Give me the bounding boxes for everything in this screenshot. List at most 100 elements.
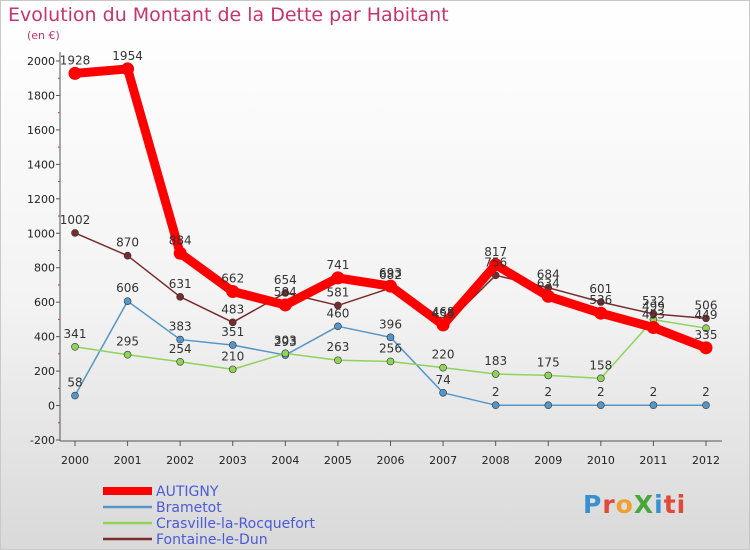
data-label: 584 [274, 285, 297, 299]
data-point [491, 401, 500, 410]
data-label: 693 [379, 266, 402, 280]
data-point [386, 333, 395, 342]
data-label: 817 [484, 245, 507, 259]
data-point [226, 285, 240, 299]
x-tick-label: 2012 [692, 454, 720, 467]
data-point [544, 371, 553, 380]
data-point [597, 401, 605, 410]
data-point [71, 391, 79, 400]
y-tick-label: 1000 [27, 227, 55, 240]
data-label: 483 [221, 302, 244, 316]
data-label: 449 [695, 308, 718, 322]
y-tick-label: 2000 [27, 55, 55, 68]
data-label: 654 [274, 273, 297, 287]
data-label: 1928 [60, 53, 91, 67]
data-label: 210 [221, 349, 244, 363]
data-label: 506 [695, 298, 718, 312]
y-tick-label: 1800 [27, 89, 55, 102]
data-point [386, 357, 395, 366]
data-label: 2 [544, 385, 552, 399]
data-label: 341 [64, 327, 87, 341]
data-label: 396 [379, 317, 402, 331]
data-label: 601 [589, 282, 612, 296]
data-point [436, 318, 450, 332]
data-point [702, 324, 710, 332]
y-tick-label: 0 [48, 400, 55, 413]
data-point [71, 229, 79, 237]
data-label: 1002 [60, 213, 91, 227]
data-point [228, 365, 237, 374]
data-label: 468 [432, 305, 455, 319]
data-label: 220 [432, 348, 455, 362]
x-tick-label: 2009 [534, 454, 562, 467]
data-point [334, 301, 342, 310]
data-label: 581 [326, 285, 349, 299]
data-label: 58 [67, 376, 82, 390]
proxiti-logo: ProXiti [583, 490, 687, 519]
data-point [597, 374, 605, 383]
y-tick-label: -200 [30, 434, 55, 447]
x-tick-label: 2002 [166, 454, 194, 467]
data-point [123, 297, 132, 305]
data-label: 532 [642, 294, 665, 308]
data-label: 74 [435, 373, 450, 387]
data-point [594, 306, 608, 320]
data-label: 453 [642, 308, 665, 322]
data-point [541, 289, 555, 303]
x-tick-label: 2003 [219, 454, 247, 467]
data-label: 303 [274, 333, 297, 347]
data-point [68, 66, 82, 80]
data-label: 536 [589, 293, 612, 307]
data-point [702, 314, 710, 323]
data-point [121, 62, 135, 76]
data-point [331, 271, 345, 285]
data-point [649, 310, 658, 318]
data-label: 606 [116, 281, 139, 295]
data-point [281, 289, 290, 297]
data-point [489, 258, 503, 272]
data-label: 256 [379, 341, 402, 355]
data-point [228, 318, 237, 327]
data-label: 741 [326, 258, 349, 272]
data-label: 293 [274, 335, 297, 349]
data-label: 183 [484, 354, 507, 368]
x-tick-label: 2004 [271, 454, 299, 467]
legend-label: Crasville-la-Rocquefort [156, 516, 316, 532]
data-point [176, 335, 184, 344]
y-tick-label: 600 [34, 296, 55, 309]
data-label: 383 [169, 320, 192, 334]
data-label: 499 [642, 300, 665, 314]
data-label: 460 [326, 306, 349, 320]
data-point [334, 356, 342, 365]
data-point [384, 279, 397, 293]
data-point [649, 401, 658, 410]
data-label: 634 [537, 276, 560, 290]
data-label: 684 [537, 268, 560, 282]
data-label: 158 [589, 358, 612, 372]
data-label: 884 [169, 233, 192, 247]
y-tick-label: 1600 [27, 124, 55, 137]
data-label: 2 [597, 385, 605, 399]
data-label: 1954 [112, 49, 143, 63]
data-point [702, 401, 710, 410]
y-tick-label: 800 [34, 262, 55, 275]
data-label: 2 [702, 385, 710, 399]
data-point [646, 321, 660, 335]
data-point [597, 298, 605, 306]
data-label: 682 [379, 268, 402, 282]
data-label: 2 [650, 385, 658, 399]
y-tick-label: 1200 [27, 193, 55, 206]
data-point [491, 370, 500, 378]
x-tick-label: 2001 [114, 454, 142, 467]
y-tick-label: 200 [34, 365, 55, 378]
data-point [334, 322, 342, 331]
x-tick-label: 2008 [482, 454, 510, 467]
data-point [123, 350, 132, 359]
data-point [281, 349, 290, 358]
data-label: 175 [537, 355, 560, 369]
x-tick-label: 2005 [324, 454, 352, 467]
data-label: 335 [695, 328, 718, 342]
legend-label: Brametot [156, 500, 222, 516]
